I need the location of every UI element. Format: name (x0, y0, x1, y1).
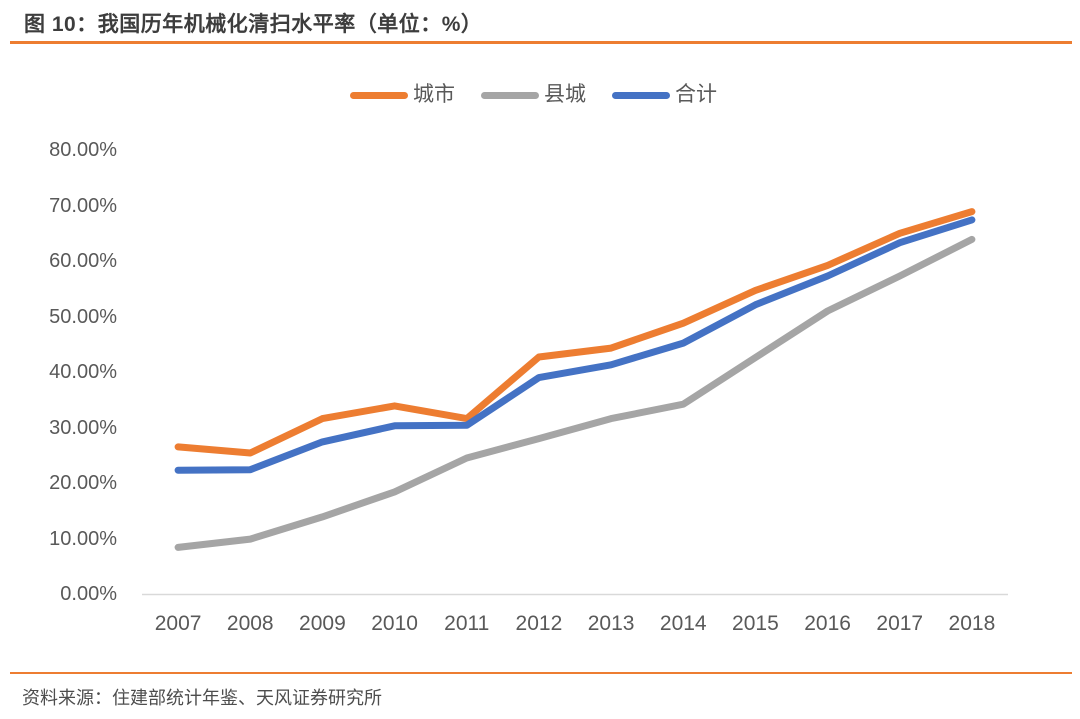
y-axis-tick-label: 20.00% (49, 472, 117, 494)
y-axis-tick-label: 0.00% (60, 583, 117, 605)
chart-legend: 城市 县城 合计 (0, 82, 1067, 108)
x-axis-tick-label: 2014 (659, 612, 707, 635)
legend-swatch-city (350, 91, 408, 99)
x-axis-tick-label: 2007 (154, 612, 202, 635)
x-axis-tick-label: 2016 (804, 612, 851, 635)
x-axis-tick-label: 2012 (515, 612, 563, 635)
x-axis-tick-label: 2013 (587, 612, 635, 635)
y-axis-tick-label: 60.00% (49, 250, 117, 272)
x-axis-tick-label: 2011 (444, 612, 490, 635)
y-axis-tick-label: 70.00% (49, 194, 117, 217)
x-axis-tick-label: 2008 (226, 612, 274, 635)
x-axis-tick-label: 2015 (732, 612, 779, 635)
series-line-county (174, 235, 976, 551)
series-line-city (174, 208, 976, 457)
y-axis-tick-label: 40.00% (49, 361, 117, 383)
y-axis-tick-label: 80.00% (49, 139, 117, 161)
legend-item-city: 城市 (350, 82, 455, 108)
title-divider (10, 41, 1072, 44)
footer-divider (10, 672, 1072, 674)
x-axis-tick-label: 2009 (299, 612, 346, 635)
source-note: 资料来源：住建部统计年鉴、天风证券研究所 (22, 688, 382, 708)
series-line-total (174, 216, 976, 474)
legend-swatch-county (481, 91, 539, 99)
legend-item-total: 合计 (612, 82, 717, 108)
legend-item-county: 县城 (481, 82, 586, 108)
y-axis-tick-label: 50.00% (49, 305, 117, 328)
x-axis-tick-label: 2017 (876, 612, 924, 635)
y-axis-tick-label: 30.00% (49, 416, 117, 439)
x-axis-tick-label: 2010 (371, 612, 418, 635)
legend-label-city: 城市 (413, 83, 455, 106)
x-axis-tick-label: 2018 (948, 612, 996, 635)
y-axis-tick-label: 10.00% (49, 527, 117, 550)
legend-label-county: 县城 (544, 83, 586, 106)
legend-swatch-total (612, 91, 670, 99)
legend-label-total: 合计 (675, 83, 717, 106)
page-title: 图 10：我国历年机械化清扫水平率（单位：%） (24, 13, 483, 36)
